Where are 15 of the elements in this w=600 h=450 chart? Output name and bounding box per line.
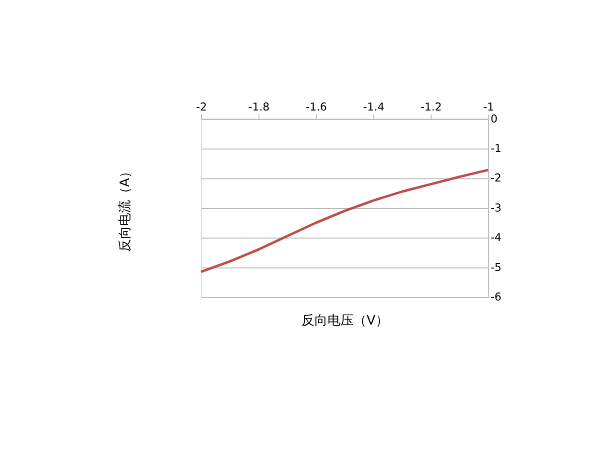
y-tick-label: 0 [490,112,498,126]
x-tick-label: -1.2 [420,100,442,114]
x-tick-label: -1.4 [363,100,384,114]
y-axis-title: 反向电流（A） [117,165,134,252]
x-tick-label: -2 [196,100,207,114]
y-tick-label: -2 [490,172,502,185]
y-tick-label: -4 [490,231,502,244]
y-tick-label: -5 [490,260,502,274]
x-tick-label: -1.8 [248,100,270,114]
line-series [200,168,490,274]
y-tick-label: -6 [490,290,502,304]
y-tick-label: -3 [490,201,502,214]
y-tick-label: -1 [490,142,502,156]
x-axis-title: 反向电压（V） [302,313,388,328]
x-tick-label: -1.6 [306,100,328,114]
